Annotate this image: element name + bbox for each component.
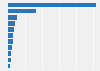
- Bar: [8, 51, 11, 56]
- Bar: [8, 3, 96, 7]
- Bar: [8, 27, 14, 32]
- Bar: [8, 64, 10, 68]
- Bar: [8, 58, 11, 62]
- Bar: [8, 33, 13, 38]
- Bar: [8, 21, 15, 26]
- Bar: [8, 15, 16, 20]
- Bar: [8, 39, 13, 44]
- Bar: [8, 9, 36, 13]
- Bar: [8, 45, 12, 50]
